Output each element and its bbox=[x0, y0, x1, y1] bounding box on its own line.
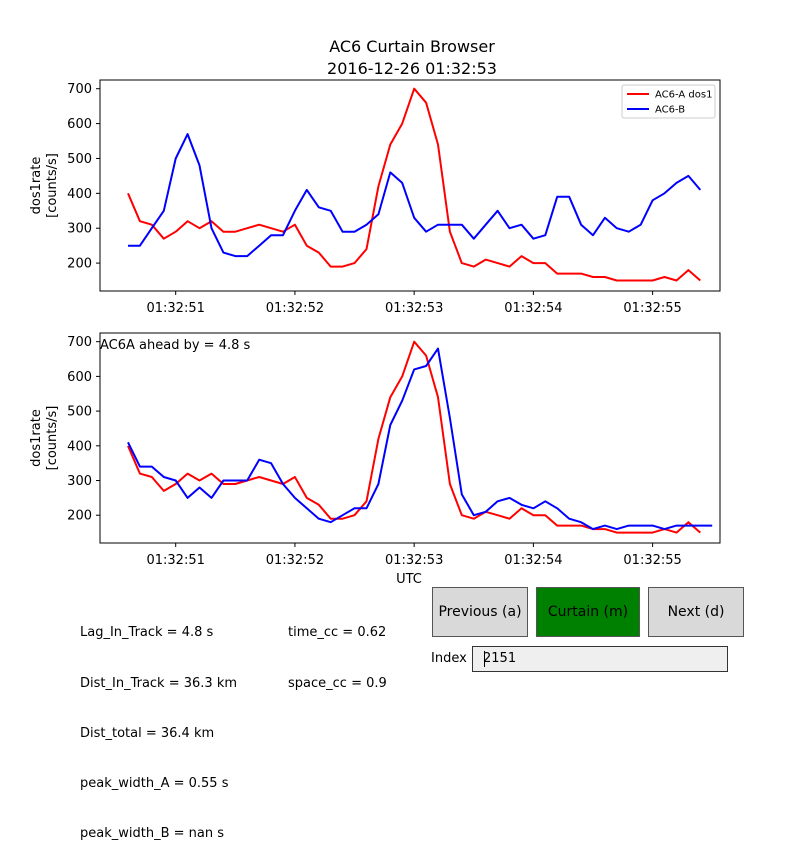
series-line-ac6-b bbox=[128, 133, 702, 258]
y-tick-label: 200 bbox=[67, 509, 92, 524]
plot-frame-0 bbox=[99, 79, 721, 292]
y-tick-label: 700 bbox=[67, 82, 92, 97]
figure-title: AC6 Curtain Browser bbox=[329, 37, 495, 56]
legend-entry: AC6-A dos1 bbox=[655, 90, 712, 101]
x-tick-label: 01:32:54 bbox=[504, 553, 562, 568]
figure-subtitle: 2016-12-26 01:32:53 bbox=[327, 59, 497, 78]
stat-peak-width-b: peak_width_B = nan s bbox=[80, 825, 225, 841]
text-cursor bbox=[484, 651, 485, 667]
stat-peak-width-a: peak_width_A = 0.55 s bbox=[80, 775, 229, 791]
y-tick-label: 700 bbox=[67, 335, 92, 350]
x-tick-label: 01:32:52 bbox=[266, 553, 324, 568]
curtain-button[interactable]: Curtain (m) bbox=[536, 587, 640, 637]
x-tick-label: 01:32:53 bbox=[385, 301, 443, 316]
y-tick-label: 200 bbox=[67, 257, 92, 272]
index-value: 2151 bbox=[483, 651, 517, 666]
series-line-panel1-1 bbox=[127, 347, 713, 531]
y-tick-label: 500 bbox=[67, 152, 92, 167]
index-label: Index bbox=[431, 651, 467, 666]
previous-button[interactable]: Previous (a) bbox=[432, 587, 528, 637]
index-input[interactable]: 2151 bbox=[472, 646, 728, 672]
stats-left: Lag_In_Track = 4.8 s Dist_In_Track = 36.… bbox=[80, 592, 237, 859]
stat-dist-in-track: Dist_In_Track = 36.3 km bbox=[80, 675, 238, 691]
y-axis-label: dos1rate bbox=[29, 409, 44, 467]
y-axis-label-units: [counts/s] bbox=[45, 406, 60, 471]
series-line-panel1-0 bbox=[127, 340, 701, 534]
x-axis-label: UTC bbox=[396, 572, 422, 587]
stats-right: time_cc = 0.62 space_cc = 0.9 bbox=[288, 592, 387, 709]
y-axis-label: dos1rate bbox=[29, 157, 44, 215]
y-axis-label-units: [counts/s] bbox=[45, 153, 60, 218]
stat-dist-total: Dist_total = 36.4 km bbox=[80, 725, 215, 741]
plot-frame-1 bbox=[99, 332, 721, 544]
next-button[interactable]: Next (d) bbox=[648, 587, 744, 637]
x-tick-label: 01:32:53 bbox=[385, 553, 443, 568]
y-tick-label: 500 bbox=[67, 405, 92, 420]
x-tick-label: 01:32:51 bbox=[146, 301, 204, 316]
x-tick-label: 01:32:52 bbox=[266, 301, 324, 316]
stat-space-cc: space_cc = 0.9 bbox=[288, 675, 387, 691]
x-tick-label: 01:32:51 bbox=[146, 553, 204, 568]
stat-time-cc: time_cc = 0.62 bbox=[288, 625, 387, 641]
x-tick-label: 01:32:54 bbox=[504, 301, 562, 316]
x-tick-label: 01:32:55 bbox=[623, 301, 681, 316]
y-tick-label: 300 bbox=[67, 474, 92, 489]
y-tick-label: 400 bbox=[67, 187, 92, 202]
series-line-ac6-a-dos1 bbox=[127, 87, 701, 282]
x-tick-label: 01:32:55 bbox=[623, 553, 681, 568]
lag-annotation: AC6A ahead by = 4.8 s bbox=[100, 338, 251, 353]
legend-entry: AC6-B bbox=[655, 105, 685, 116]
y-tick-label: 600 bbox=[67, 370, 92, 385]
y-tick-label: 300 bbox=[67, 222, 92, 237]
y-tick-label: 400 bbox=[67, 439, 92, 454]
chart-canvas: 200 300 400 500 600 700 01:32:51 01:32:52 01:32:… bbox=[29, 79, 721, 587]
y-tick-label: 600 bbox=[67, 117, 92, 132]
stat-lag-in-track: Lag_In_Track = 4.8 s bbox=[80, 625, 214, 641]
